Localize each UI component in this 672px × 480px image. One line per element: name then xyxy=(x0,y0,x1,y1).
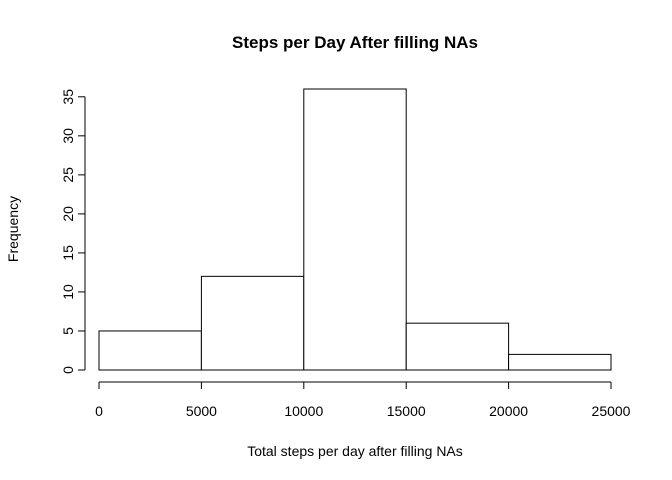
histogram-bar-1 xyxy=(200,275,305,371)
x-tick-label-4: 20000 xyxy=(489,403,528,419)
chart-title: Steps per Day After filling NAs xyxy=(232,33,478,52)
y-axis-label: Frequency xyxy=(5,196,21,262)
x-axis: 0 5000 10000 15000 20000 25000 xyxy=(95,381,631,419)
x-tick-label-3: 15000 xyxy=(387,403,426,419)
histogram-bar-3 xyxy=(405,322,510,371)
x-tick-label-2: 10000 xyxy=(284,403,323,419)
y-tick-label-0: 0 xyxy=(60,366,76,374)
histogram-bar-0 xyxy=(98,330,202,371)
x-tick-label-5: 25000 xyxy=(592,403,631,419)
y-tick-label-3: 15 xyxy=(60,245,76,261)
y-tick-label-4: 20 xyxy=(60,206,76,222)
y-tick-label-5: 25 xyxy=(60,167,76,183)
y-axis: 0 5 10 15 20 25 30 35 xyxy=(60,89,86,374)
y-tick-label-2: 10 xyxy=(60,284,76,300)
histogram-bar-4 xyxy=(508,353,612,371)
y-tick-label-7: 35 xyxy=(60,89,76,105)
y-tick-label-1: 5 xyxy=(60,327,76,335)
x-axis-label: Total steps per day after filling NAs xyxy=(247,443,463,459)
bars-group xyxy=(98,88,612,371)
x-tick-label-1: 5000 xyxy=(186,403,217,419)
histogram-bar-2 xyxy=(303,88,407,371)
y-tick-label-6: 30 xyxy=(60,128,76,144)
x-tick-label-0: 0 xyxy=(95,403,103,419)
